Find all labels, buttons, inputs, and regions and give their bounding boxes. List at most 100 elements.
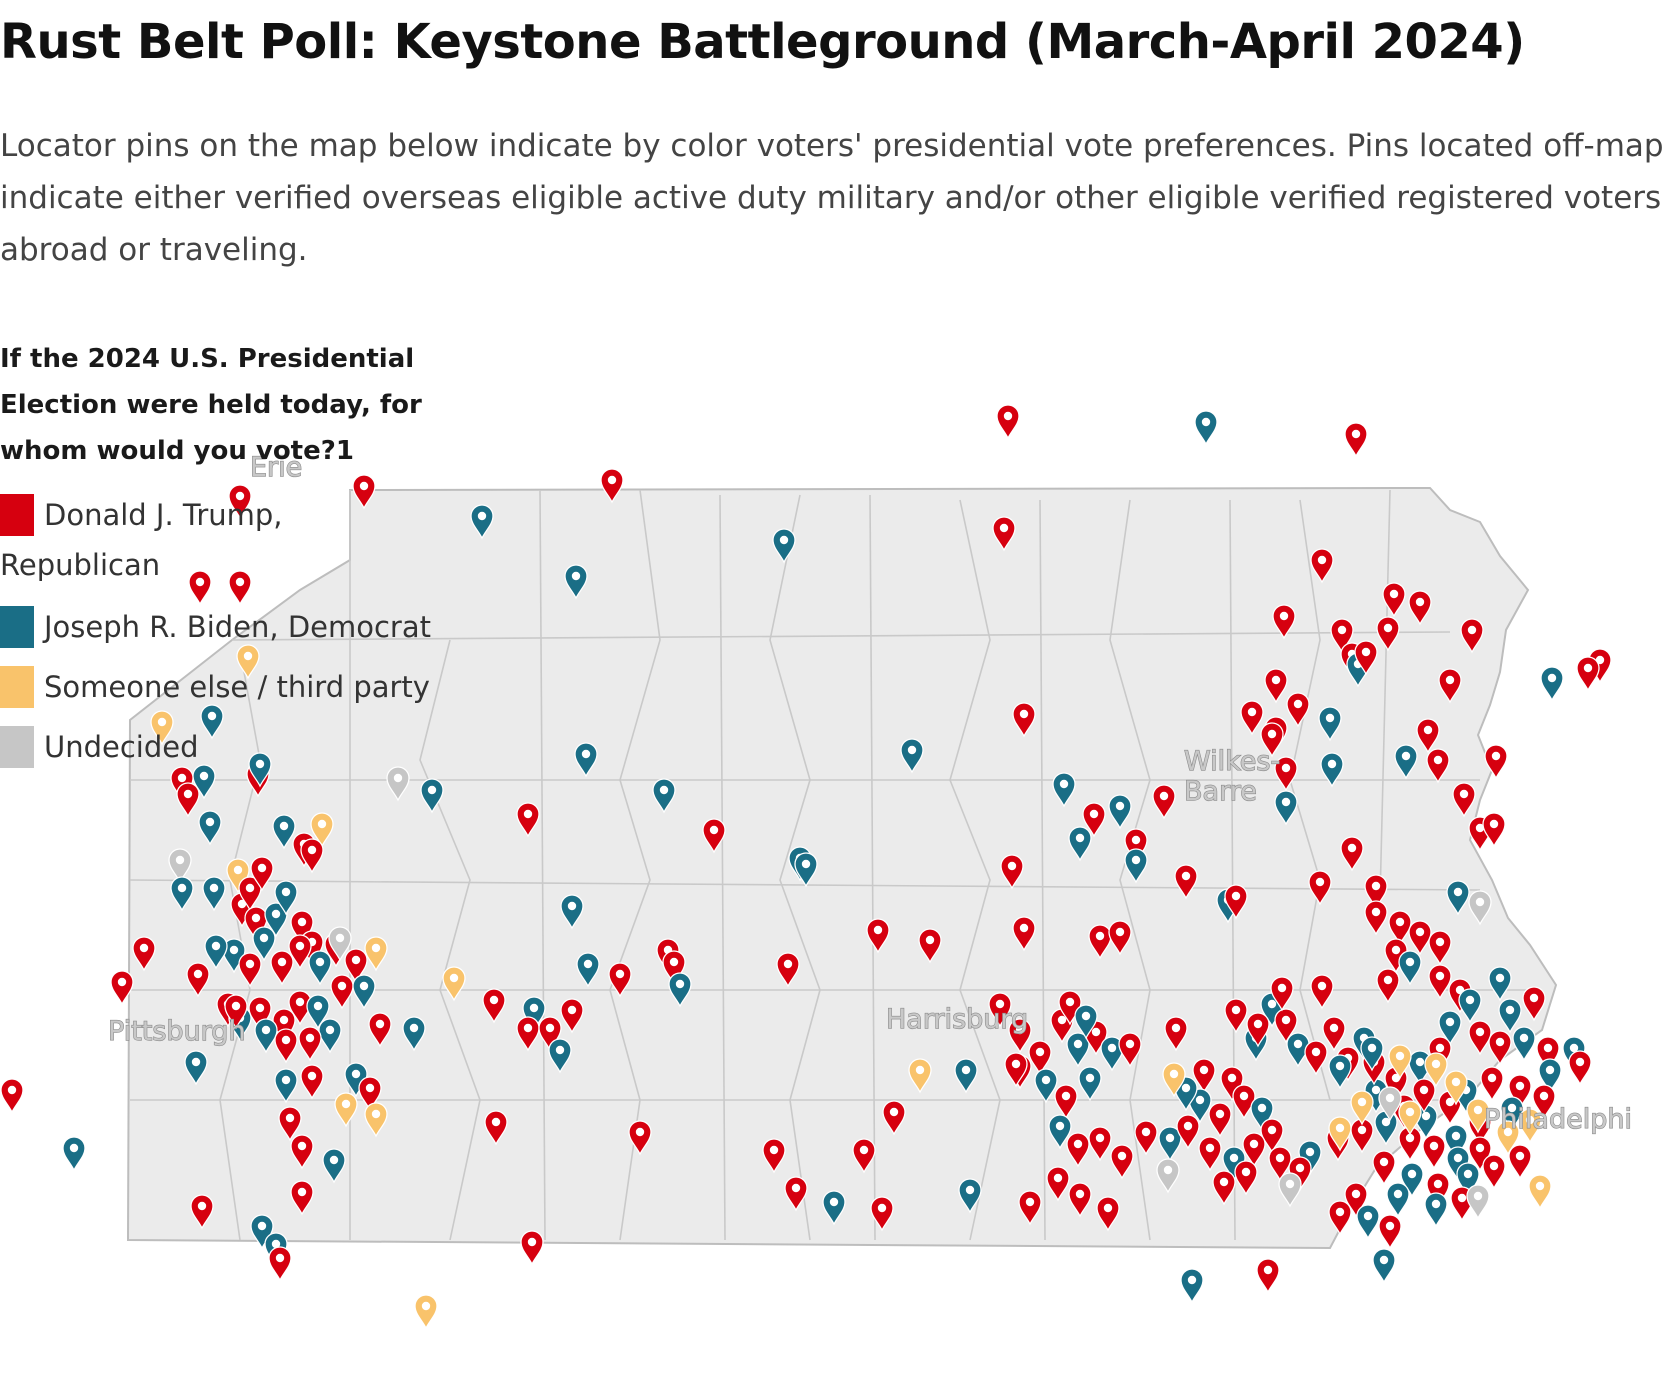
pin-trump[interactable] — [1344, 1182, 1368, 1218]
pin-trump[interactable] — [1000, 854, 1024, 890]
pin-trump[interactable] — [224, 994, 248, 1030]
pin-trump[interactable] — [1328, 1200, 1352, 1236]
pin-trump[interactable] — [1536, 1036, 1560, 1072]
pin-trump[interactable] — [852, 1138, 876, 1174]
pin-trump[interactable] — [992, 516, 1016, 552]
pin-trump[interactable] — [1480, 1066, 1504, 1102]
pin-trump[interactable] — [352, 474, 376, 510]
pin-trump[interactable] — [1286, 692, 1310, 728]
pin-trump[interactable] — [882, 1100, 906, 1136]
pin-biden[interactable] — [560, 894, 584, 930]
pin-trump[interactable] — [870, 1196, 894, 1232]
pin-third[interactable] — [1496, 1120, 1520, 1156]
pin-trump[interactable] — [190, 1194, 214, 1230]
pin-trump[interactable] — [1212, 1170, 1236, 1206]
pin-trump[interactable] — [1008, 1018, 1032, 1054]
pin-third[interactable] — [236, 644, 260, 680]
pin-trump[interactable] — [1054, 1084, 1078, 1120]
pin-biden[interactable] — [576, 952, 600, 988]
pin-trump[interactable] — [784, 1176, 808, 1212]
pin-trump[interactable] — [1124, 828, 1148, 864]
pin-trump[interactable] — [368, 1012, 392, 1048]
pin-trump[interactable] — [1192, 1058, 1216, 1094]
pin-trump[interactable] — [1224, 998, 1248, 1034]
pin-biden[interactable] — [200, 704, 224, 740]
pin-trump[interactable] — [1018, 1190, 1042, 1226]
pin-trump[interactable] — [1412, 1078, 1436, 1114]
pin-trump[interactable] — [298, 1026, 322, 1062]
pin-third[interactable] — [1398, 1100, 1422, 1136]
pin-trump[interactable] — [1260, 722, 1284, 758]
pin-trump[interactable] — [516, 1016, 540, 1052]
pin-trump[interactable] — [176, 782, 200, 818]
pin-trump[interactable] — [1426, 748, 1450, 784]
pin-biden[interactable] — [954, 1058, 978, 1094]
pin-trump[interactable] — [1240, 700, 1264, 736]
pin-trump[interactable] — [1082, 802, 1106, 838]
pin-biden[interactable] — [1394, 744, 1418, 780]
pin-trump[interactable] — [1274, 1008, 1298, 1044]
pin-biden[interactable] — [1180, 1268, 1204, 1304]
pin-trump[interactable] — [274, 1028, 298, 1064]
pin-trump[interactable] — [344, 948, 368, 984]
pin-biden[interactable] — [1458, 988, 1482, 1024]
pin-trump[interactable] — [1426, 1172, 1450, 1208]
pin-biden[interactable] — [652, 778, 676, 814]
pin-biden[interactable] — [1372, 1248, 1396, 1284]
pin-biden[interactable] — [1538, 1058, 1562, 1094]
pin-biden[interactable] — [1540, 666, 1564, 702]
pin-trump[interactable] — [188, 570, 212, 606]
pin-biden[interactable] — [1400, 1162, 1424, 1198]
pin-biden[interactable] — [62, 1136, 86, 1172]
pin-trump[interactable] — [516, 802, 540, 838]
pin-trump[interactable] — [608, 962, 632, 998]
pin-third[interactable] — [310, 812, 334, 848]
pin-trump[interactable] — [1354, 640, 1378, 676]
pin-trump[interactable] — [1408, 590, 1432, 626]
pin-biden[interactable] — [1386, 1182, 1410, 1218]
pin-trump[interactable] — [288, 934, 312, 970]
pin-biden[interactable] — [1124, 848, 1148, 884]
pin-trump[interactable] — [1096, 1196, 1120, 1232]
pin-trump[interactable] — [560, 998, 584, 1034]
pin-trump[interactable] — [1344, 422, 1368, 458]
pin-trump[interactable] — [538, 1016, 562, 1052]
pin-third[interactable] — [364, 1102, 388, 1138]
pin-trump[interactable] — [186, 962, 210, 998]
pin-trump[interactable] — [1208, 1102, 1232, 1138]
pin-biden[interactable] — [1074, 1004, 1098, 1040]
pin-biden[interactable] — [1438, 1010, 1462, 1046]
pin-biden[interactable] — [1108, 794, 1132, 830]
pin-trump[interactable] — [484, 1110, 508, 1146]
pin-trump[interactable] — [1152, 784, 1176, 820]
pin-trump[interactable] — [1388, 910, 1412, 946]
pin-trump[interactable] — [290, 1180, 314, 1216]
pin-trump[interactable] — [1304, 1040, 1328, 1076]
pin-trump[interactable] — [1012, 702, 1036, 738]
pin-trump[interactable] — [1364, 900, 1388, 936]
pin-trump[interactable] — [1568, 1050, 1592, 1086]
pin-biden[interactable] — [1488, 966, 1512, 1002]
pin-trump[interactable] — [866, 918, 890, 954]
pin-trump[interactable] — [1174, 864, 1198, 900]
pin-trump[interactable] — [1452, 782, 1476, 818]
pin-third[interactable] — [1518, 1108, 1542, 1144]
pin-trump[interactable] — [662, 950, 686, 986]
pin-biden[interactable] — [402, 1016, 426, 1052]
pin-undecided[interactable] — [328, 926, 352, 962]
pin-trump[interactable] — [1234, 1160, 1258, 1196]
pin-trump[interactable] — [1330, 618, 1354, 654]
pin-trump[interactable] — [248, 996, 272, 1032]
pin-biden[interactable] — [1274, 790, 1298, 826]
pin-trump[interactable] — [1378, 1214, 1402, 1250]
pin-biden[interactable] — [274, 880, 298, 916]
pin-trump[interactable] — [1576, 656, 1600, 692]
pin-trump[interactable] — [762, 1138, 786, 1174]
pin-trump[interactable] — [1274, 756, 1298, 792]
pin-third[interactable] — [1328, 1116, 1352, 1152]
pin-biden[interactable] — [272, 814, 296, 850]
pin-third[interactable] — [1528, 1174, 1552, 1210]
pin-trump[interactable] — [1088, 924, 1112, 960]
pin-biden[interactable] — [668, 972, 692, 1008]
pin-trump[interactable] — [1408, 920, 1432, 956]
